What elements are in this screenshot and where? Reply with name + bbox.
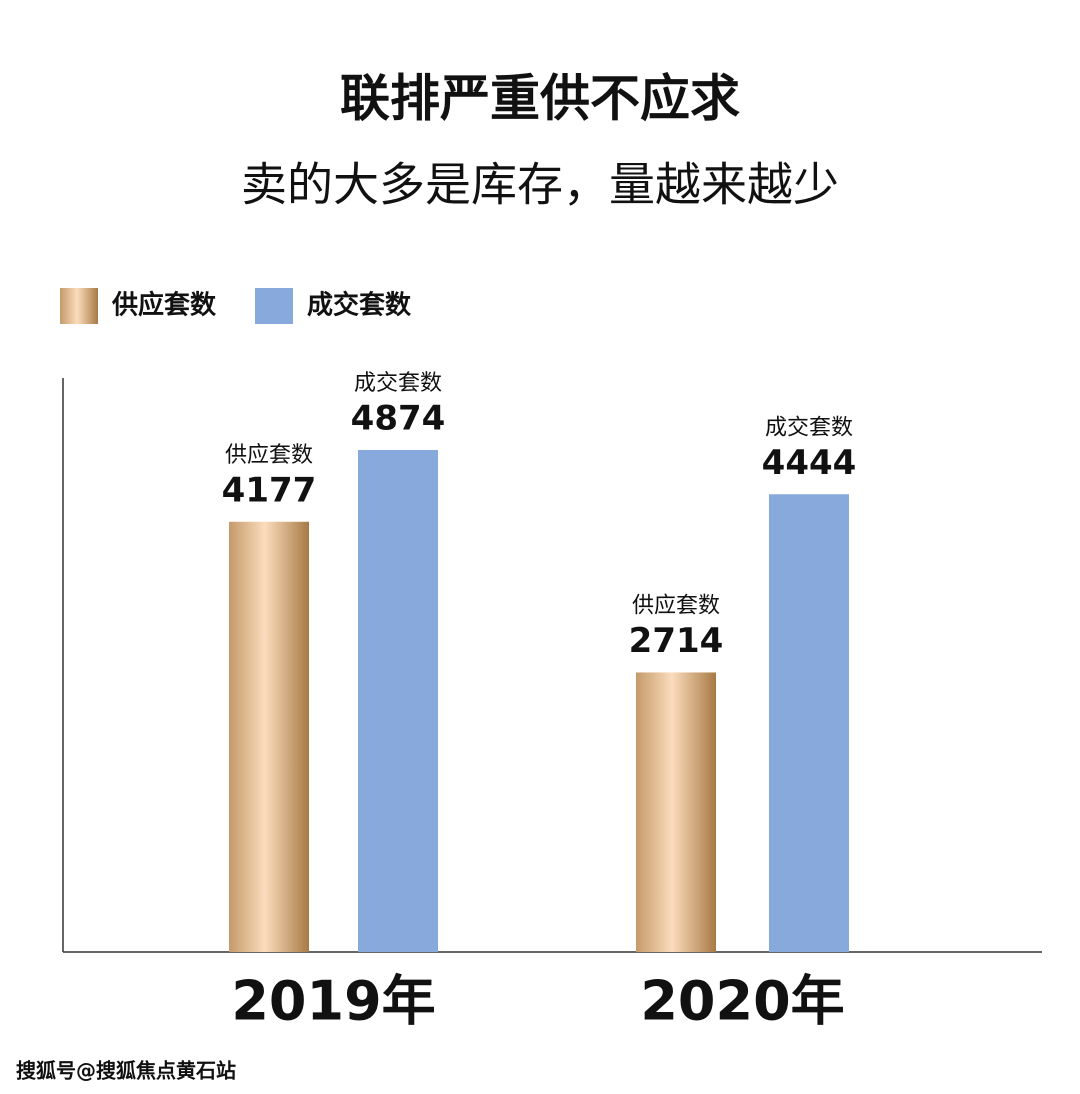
- data-label: 2714: [629, 621, 724, 661]
- x-tick-label: 2019年: [231, 970, 435, 1033]
- data-label-name: 供应套数: [632, 593, 720, 618]
- bar: [358, 449, 438, 952]
- data-label-name: 供应套数: [225, 443, 313, 468]
- chart-subtitle: 卖的大多是库存，量越来越少: [241, 158, 839, 212]
- legend-swatch: [60, 288, 98, 324]
- bar: [636, 672, 716, 952]
- bar: [769, 494, 849, 952]
- bar: [229, 521, 309, 952]
- watermark: 搜狐号@搜狐焦点黄石站: [16, 1059, 236, 1083]
- x-tick-label: 2020年: [640, 970, 844, 1033]
- data-label-name: 成交套数: [765, 415, 853, 440]
- data-label: 4444: [762, 443, 857, 483]
- chart-title: 联排严重供不应求: [340, 70, 740, 128]
- legend-label: 供应套数: [111, 290, 217, 321]
- data-label: 4874: [351, 398, 446, 438]
- data-label: 4177: [222, 470, 317, 510]
- data-label-name: 成交套数: [354, 371, 442, 396]
- legend-label: 成交套数: [307, 290, 412, 321]
- legend-swatch: [255, 288, 293, 324]
